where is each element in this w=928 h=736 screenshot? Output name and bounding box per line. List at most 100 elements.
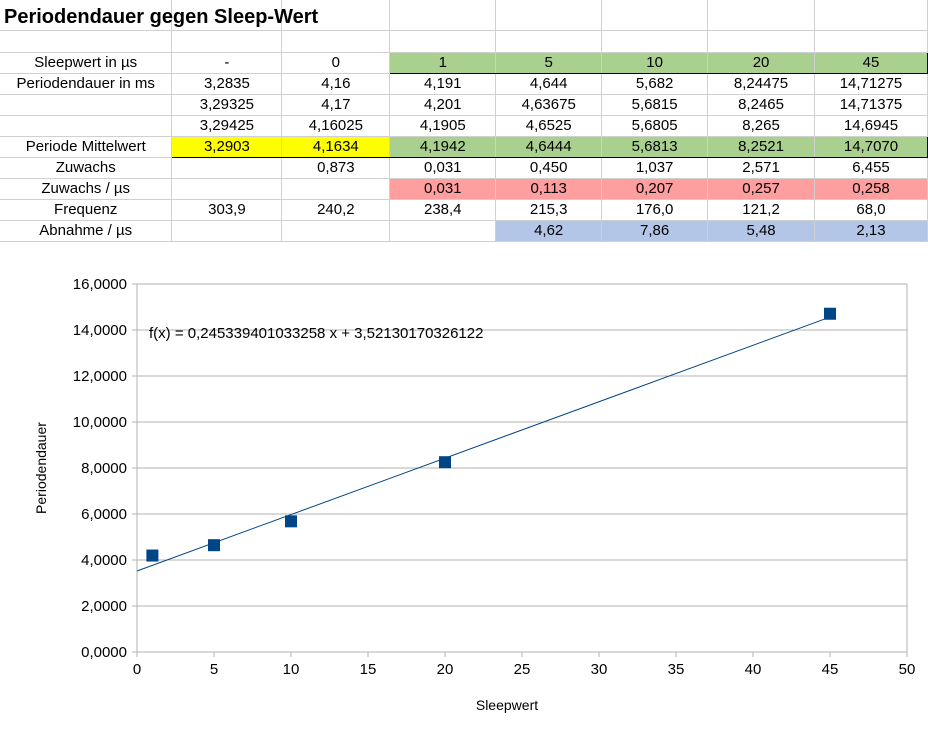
cell-empty[interactable]	[495, 0, 603, 31]
table-cell[interactable]: 0,450	[495, 157, 603, 179]
table-cell[interactable]	[171, 220, 283, 242]
table-cell[interactable]: 0,031	[389, 157, 497, 179]
cell-empty[interactable]	[814, 30, 928, 53]
table-cell[interactable]: 3,29425	[171, 115, 283, 137]
table-cell[interactable]: 0,113	[495, 178, 603, 200]
table-cell[interactable]: 10	[601, 51, 709, 74]
table-cell[interactable]: 4,1905	[389, 115, 497, 137]
table-cell[interactable]: 4,62	[495, 220, 603, 242]
table-cell[interactable]: 5,48	[707, 220, 815, 242]
cell-empty[interactable]	[389, 0, 497, 31]
table-cell[interactable]: 8,265	[707, 115, 815, 137]
table-cell[interactable]: 0,257	[707, 178, 815, 200]
table-cell[interactable]: 5,682	[601, 73, 709, 95]
table-cell[interactable]: 14,6945	[814, 115, 928, 137]
table-cell[interactable]	[389, 220, 497, 242]
y-tick-label: 0,0000	[81, 644, 127, 661]
row-label[interactable]: Abnahme / µs	[0, 220, 173, 242]
table-cell[interactable]: 68,0	[814, 199, 928, 221]
table-cell[interactable]: 45	[814, 51, 928, 74]
row-label[interactable]: Frequenz	[0, 199, 173, 221]
table-cell[interactable]: 3,2835	[171, 73, 283, 95]
table-cell[interactable]: 8,2521	[707, 135, 815, 158]
cell-empty[interactable]	[495, 30, 603, 53]
cell-empty[interactable]	[281, 0, 391, 31]
trendline-equation: f(x) = 0,245339401033258 x + 3,521301703…	[149, 325, 483, 342]
table-cell[interactable]: -	[171, 52, 283, 74]
row-label[interactable]: Sleepwert in µs	[0, 52, 173, 74]
data-point	[146, 549, 159, 562]
table-cell[interactable]: 4,6444	[495, 135, 603, 158]
table-cell[interactable]: 5,6805	[601, 115, 709, 137]
table-cell[interactable]: 4,63675	[495, 94, 603, 116]
table-cell[interactable]: 14,7070	[814, 135, 928, 158]
row-label[interactable]	[0, 115, 173, 137]
row-label[interactable]: Periode Mittelwert	[0, 136, 173, 158]
row-label[interactable]	[0, 94, 173, 116]
table-cell[interactable]: 0,031	[389, 178, 497, 200]
table-cell[interactable]: 4,16	[281, 73, 391, 95]
spreadsheet-grid[interactable]: Sleepwert in µs -0 1 5 10 20 45 Periodendauer i…	[0, 0, 928, 242]
cell-empty[interactable]	[171, 0, 283, 31]
table-cell[interactable]: 20	[707, 51, 815, 74]
table-cell[interactable]: 3,29325	[171, 94, 283, 116]
row-label[interactable]: Periodendauer in ms	[0, 73, 173, 95]
table-cell[interactable]: 0,207	[601, 178, 709, 200]
table-cell[interactable]: 8,2465	[707, 94, 815, 116]
scatter-chart[interactable]: 0,0000 2,0000 4,0000 6,0000 8,0000 10,0000 12,…	[0, 264, 928, 731]
table-cell[interactable]: 14,71275	[814, 73, 928, 95]
cell-empty[interactable]	[814, 0, 928, 31]
table-cell[interactable]: 2,13	[814, 220, 928, 242]
table-cell[interactable]: 3,2903	[171, 135, 283, 158]
table-cell[interactable]: 1,037	[601, 157, 709, 179]
table-cell[interactable]: 215,3	[495, 199, 603, 221]
row-label[interactable]: Zuwachs / µs	[0, 178, 173, 200]
table-cell[interactable]: 176,0	[601, 199, 709, 221]
table-cell[interactable]	[281, 220, 391, 242]
table-cell[interactable]	[171, 157, 283, 179]
cell-empty[interactable]	[171, 30, 283, 53]
table-cell[interactable]	[171, 178, 283, 200]
y-tick-label: 6,0000	[81, 506, 127, 523]
cell-empty[interactable]	[389, 30, 497, 53]
table-cell[interactable]: 6,455	[814, 157, 928, 179]
table-cell[interactable]: 0,258	[814, 178, 928, 200]
cell-empty[interactable]	[0, 0, 173, 31]
table-cell[interactable]: 5,6815	[601, 94, 709, 116]
table-cell[interactable]: 2,571	[707, 157, 815, 179]
table-cell[interactable]: 4,644	[495, 73, 603, 95]
table-cell[interactable]: 8,24475	[707, 73, 815, 95]
table-cell[interactable]: 4,1942	[389, 135, 497, 158]
y-tick-label: 14,0000	[73, 322, 127, 339]
table-cell[interactable]: 5	[495, 51, 603, 74]
row-label[interactable]: Zuwachs	[0, 157, 173, 179]
table-cell[interactable]	[281, 178, 391, 200]
table-cell[interactable]: 14,71375	[814, 94, 928, 116]
table-cell[interactable]: 4,201	[389, 94, 497, 116]
table-row: Periode Mittelwert 3,2903 4,1634 4,1942 4,64…	[0, 135, 928, 158]
table-cell[interactable]: 121,2	[707, 199, 815, 221]
cell-empty[interactable]	[601, 30, 709, 53]
table-cell[interactable]: 5,6813	[601, 135, 709, 158]
table-cell[interactable]: 0,873	[281, 157, 391, 179]
cell-empty[interactable]	[601, 0, 709, 31]
table-cell[interactable]: 4,17	[281, 94, 391, 116]
table-cell[interactable]: 7,86	[601, 220, 709, 242]
x-tick-label: 25	[514, 661, 531, 678]
y-tick-label: 2,0000	[81, 598, 127, 615]
table-cell[interactable]: 4,191	[389, 73, 497, 95]
cell-empty[interactable]	[707, 0, 815, 31]
table-cell[interactable]: 303,9	[171, 199, 283, 221]
cell-empty[interactable]	[0, 30, 173, 53]
cell-empty[interactable]	[707, 30, 815, 53]
table-cell[interactable]: 238,4	[389, 199, 497, 221]
table-cell[interactable]: 4,6525	[495, 115, 603, 137]
cell-empty[interactable]	[281, 30, 391, 53]
table-cell[interactable]: 1	[389, 51, 497, 74]
table-cell[interactable]: 4,1634	[281, 135, 391, 158]
table-cell[interactable]: 0	[281, 52, 391, 74]
plot-area-border	[136, 283, 908, 653]
chart-container[interactable]: 0,0000 2,0000 4,0000 6,0000 8,0000 10,0000 12,…	[0, 264, 928, 731]
table-cell[interactable]: 4,16025	[281, 115, 391, 137]
table-cell[interactable]: 240,2	[281, 199, 391, 221]
